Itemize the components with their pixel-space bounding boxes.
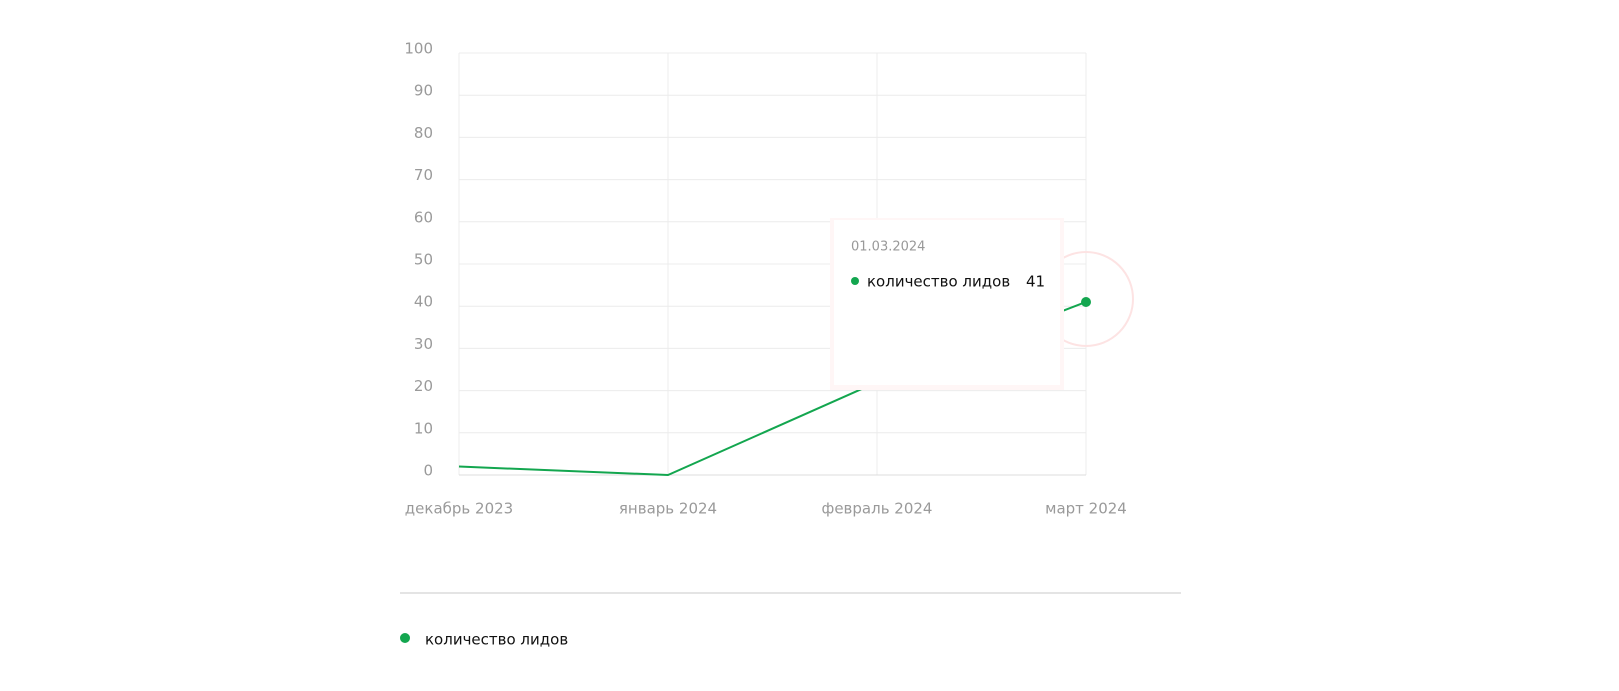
- x-tick-label: январь 2024: [619, 500, 717, 518]
- y-tick-label: 70: [414, 166, 433, 184]
- tooltip-series: количество лидов: [867, 273, 1010, 291]
- hover-point: [1081, 296, 1091, 307]
- y-tick-label: 50: [414, 251, 433, 269]
- x-tick-label: февраль 2024: [822, 500, 933, 518]
- y-tick-label: 0: [423, 462, 433, 480]
- legend-label: количество лидов: [425, 631, 568, 649]
- x-tick-label: декабрь 2023: [405, 500, 513, 518]
- tooltip-title: 01.03.2024: [851, 240, 925, 255]
- y-tick-label: 60: [414, 208, 433, 226]
- tooltip-value: 41: [1026, 273, 1045, 291]
- y-tick-label: 90: [414, 82, 433, 100]
- legend-dot: [400, 633, 410, 643]
- y-tick-label: 20: [414, 377, 433, 395]
- tooltip-dot: [851, 277, 859, 285]
- y-tick-label: 10: [414, 419, 433, 437]
- y-tick-label: 30: [414, 335, 433, 353]
- y-tick-label: 40: [414, 293, 433, 311]
- tooltip-box: [834, 220, 1060, 385]
- y-tick-label: 100: [404, 40, 433, 58]
- y-tick-label: 80: [414, 124, 433, 142]
- x-tick-label: март 2024: [1045, 500, 1127, 518]
